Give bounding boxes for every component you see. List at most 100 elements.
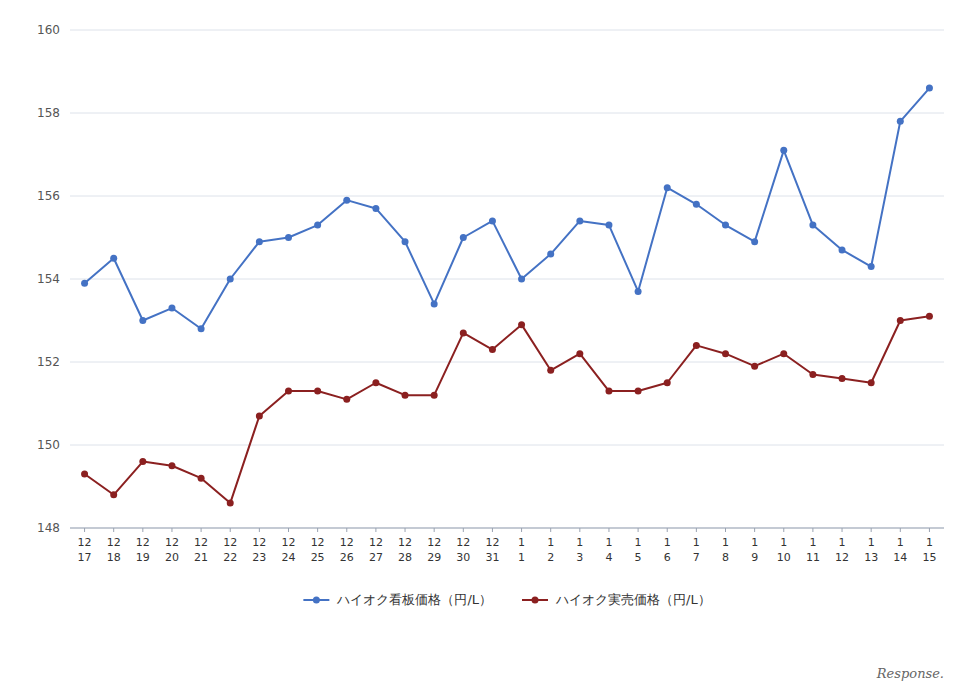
x-tick-label: 12 bbox=[223, 536, 237, 549]
x-tick-label: 9 bbox=[751, 551, 758, 564]
point bbox=[460, 234, 467, 241]
x-tick-label: 26 bbox=[340, 551, 354, 564]
point bbox=[868, 379, 875, 386]
x-tick-label: 15 bbox=[922, 551, 936, 564]
x-tick bbox=[579, 528, 580, 532]
series bbox=[81, 313, 933, 507]
point bbox=[722, 222, 729, 229]
x-tick-label: 12 bbox=[369, 536, 383, 549]
x-tick bbox=[171, 528, 172, 532]
point bbox=[198, 475, 205, 482]
point bbox=[285, 388, 292, 395]
x-tick bbox=[492, 528, 493, 532]
point bbox=[314, 388, 321, 395]
x-tick bbox=[84, 528, 85, 532]
x-tick-label: 17 bbox=[78, 551, 92, 564]
point bbox=[780, 350, 787, 357]
x-tick-label: 1 bbox=[809, 536, 816, 549]
point bbox=[664, 379, 671, 386]
point bbox=[897, 118, 904, 125]
point bbox=[110, 255, 117, 262]
point bbox=[372, 205, 379, 212]
plot-area bbox=[81, 85, 933, 507]
y-tick-label: 160 bbox=[37, 23, 60, 37]
point bbox=[809, 222, 816, 229]
point bbox=[227, 276, 234, 283]
point bbox=[518, 321, 525, 328]
x-tick-label: 11 bbox=[806, 551, 820, 564]
x-tick-label: 1 bbox=[868, 536, 875, 549]
point bbox=[460, 329, 467, 336]
x-tick-label: 12 bbox=[107, 536, 121, 549]
series bbox=[81, 85, 933, 333]
x-tick-label: 1 bbox=[547, 536, 554, 549]
annotation: Response. bbox=[876, 666, 944, 681]
x-tick-label: 22 bbox=[223, 551, 237, 564]
point bbox=[139, 317, 146, 324]
legend-label: ハイオク看板価格（円/L） bbox=[336, 592, 492, 607]
point bbox=[605, 222, 612, 229]
x-tick-label: 21 bbox=[194, 551, 208, 564]
legend-marker bbox=[313, 597, 320, 604]
x-tick-label: 1 bbox=[664, 536, 671, 549]
x-tick bbox=[900, 528, 901, 532]
x-tick-label: 28 bbox=[398, 551, 412, 564]
legend-item: ハイオク実売価格（円/L） bbox=[522, 592, 711, 607]
point bbox=[693, 201, 700, 208]
x-tick-label: 1 bbox=[635, 536, 642, 549]
y-tick-label: 148 bbox=[37, 521, 60, 535]
y-tick-label: 154 bbox=[37, 272, 60, 286]
point bbox=[139, 458, 146, 465]
x-tick bbox=[929, 528, 930, 532]
x-tick-label: 12 bbox=[282, 536, 296, 549]
x-tick-label: 20 bbox=[165, 551, 179, 564]
point bbox=[605, 388, 612, 395]
x-tick-label: 12 bbox=[165, 536, 179, 549]
point bbox=[343, 396, 350, 403]
x-tick-label: 13 bbox=[864, 551, 878, 564]
x-tick bbox=[142, 528, 143, 532]
point bbox=[635, 288, 642, 295]
point bbox=[693, 342, 700, 349]
point bbox=[547, 251, 554, 258]
y-tick-label: 158 bbox=[37, 106, 60, 120]
point bbox=[635, 388, 642, 395]
x-tick-label: 12 bbox=[398, 536, 412, 549]
point bbox=[809, 371, 816, 378]
x-tick-label: 1 bbox=[605, 536, 612, 549]
point bbox=[168, 462, 175, 469]
point bbox=[198, 325, 205, 332]
x-tick-label: 1 bbox=[518, 551, 525, 564]
point bbox=[897, 317, 904, 324]
x-tick-label: 1 bbox=[576, 536, 583, 549]
y-tick-labels: 148150152154156158160 bbox=[37, 23, 60, 535]
x-tick-label: 1 bbox=[926, 536, 933, 549]
point bbox=[402, 238, 409, 245]
x-tick-label: 29 bbox=[427, 551, 441, 564]
x-tick-label: 27 bbox=[369, 551, 383, 564]
x-tick bbox=[317, 528, 318, 532]
x-tick-label: 12 bbox=[340, 536, 354, 549]
point bbox=[256, 238, 263, 245]
point bbox=[751, 238, 758, 245]
point bbox=[343, 197, 350, 204]
x-tick-label: 23 bbox=[252, 551, 266, 564]
point bbox=[372, 379, 379, 386]
x-tick-label: 18 bbox=[107, 551, 121, 564]
point bbox=[489, 217, 496, 224]
point bbox=[431, 392, 438, 399]
x-tick bbox=[638, 528, 639, 532]
x-tick bbox=[696, 528, 697, 532]
x-tick-label: 12 bbox=[252, 536, 266, 549]
x-tick bbox=[405, 528, 406, 532]
point bbox=[722, 350, 729, 357]
x-tick bbox=[346, 528, 347, 532]
x-tick-label: 12 bbox=[311, 536, 325, 549]
x-tick bbox=[608, 528, 609, 532]
x-tick-label: 1 bbox=[722, 536, 729, 549]
y-tick-label: 156 bbox=[37, 189, 60, 203]
point bbox=[576, 217, 583, 224]
point bbox=[868, 263, 875, 270]
point bbox=[110, 491, 117, 498]
x-tick bbox=[259, 528, 260, 532]
